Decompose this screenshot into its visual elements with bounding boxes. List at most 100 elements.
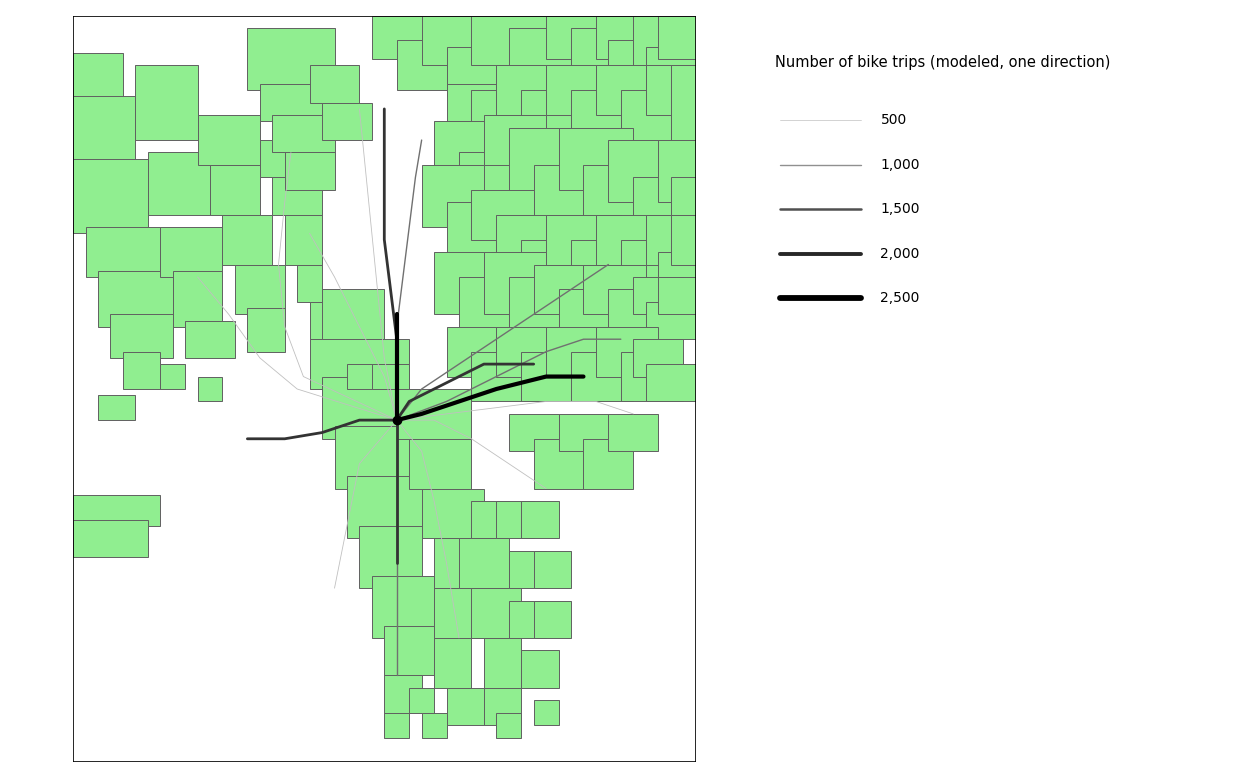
Bar: [372, 364, 410, 389]
Bar: [645, 364, 696, 401]
Bar: [670, 177, 696, 227]
Bar: [534, 165, 621, 227]
Bar: [484, 638, 522, 688]
Bar: [609, 414, 658, 451]
Bar: [596, 327, 658, 377]
Bar: [422, 713, 446, 738]
Bar: [471, 352, 522, 401]
Bar: [160, 227, 223, 277]
Bar: [484, 115, 546, 165]
Bar: [509, 601, 546, 638]
Bar: [471, 501, 509, 538]
Bar: [73, 53, 123, 109]
Text: 2,500: 2,500: [881, 291, 920, 305]
Bar: [571, 28, 645, 90]
Bar: [323, 289, 384, 339]
Bar: [247, 28, 334, 90]
Bar: [534, 551, 571, 588]
Bar: [123, 352, 160, 389]
Bar: [334, 426, 410, 489]
Bar: [509, 277, 571, 339]
Bar: [558, 128, 634, 190]
Bar: [658, 16, 696, 59]
Bar: [446, 47, 509, 96]
Bar: [609, 40, 658, 90]
Bar: [484, 688, 522, 725]
Bar: [658, 140, 696, 202]
Bar: [546, 327, 609, 377]
Bar: [198, 115, 260, 165]
Bar: [609, 140, 683, 202]
Bar: [621, 90, 670, 140]
Bar: [98, 271, 173, 327]
Text: 1,500: 1,500: [881, 202, 920, 216]
Bar: [173, 271, 223, 327]
Bar: [147, 152, 210, 215]
Bar: [346, 476, 422, 538]
Bar: [658, 252, 696, 289]
Bar: [73, 520, 147, 557]
Bar: [323, 103, 372, 140]
Bar: [484, 252, 546, 314]
Bar: [210, 165, 260, 215]
Bar: [310, 339, 410, 389]
Bar: [260, 84, 334, 121]
Bar: [346, 364, 410, 389]
Bar: [435, 121, 496, 171]
Bar: [98, 395, 135, 420]
Bar: [496, 65, 546, 115]
Bar: [621, 240, 683, 289]
Bar: [645, 302, 696, 339]
Bar: [596, 16, 658, 59]
Bar: [634, 277, 683, 314]
Text: 2,000: 2,000: [881, 247, 920, 261]
Bar: [397, 40, 446, 90]
Bar: [658, 277, 696, 314]
Bar: [522, 240, 583, 289]
Bar: [645, 215, 696, 265]
Bar: [323, 377, 410, 439]
Bar: [583, 165, 658, 227]
Bar: [634, 339, 683, 377]
Bar: [534, 601, 571, 638]
Bar: [247, 308, 285, 352]
Bar: [160, 364, 185, 389]
Bar: [496, 501, 534, 538]
Bar: [73, 96, 135, 171]
Bar: [571, 352, 634, 401]
Bar: [435, 538, 484, 588]
Bar: [583, 265, 645, 314]
Bar: [621, 352, 683, 401]
Bar: [310, 65, 359, 103]
Bar: [446, 84, 496, 121]
Bar: [546, 16, 621, 59]
Bar: [446, 327, 496, 377]
Bar: [459, 538, 509, 588]
Bar: [435, 252, 484, 314]
Bar: [359, 526, 422, 588]
Bar: [285, 215, 323, 265]
Bar: [372, 16, 446, 59]
Bar: [185, 321, 234, 358]
Bar: [111, 314, 173, 358]
Bar: [558, 289, 621, 339]
Bar: [384, 675, 422, 713]
Bar: [397, 389, 471, 439]
Bar: [546, 65, 596, 115]
Bar: [272, 115, 334, 152]
Bar: [384, 713, 410, 738]
Bar: [496, 713, 522, 738]
Bar: [422, 16, 496, 65]
Bar: [234, 265, 285, 314]
Bar: [471, 90, 509, 140]
Bar: [459, 277, 509, 339]
Bar: [522, 650, 558, 688]
Text: 1,000: 1,000: [881, 158, 920, 172]
Bar: [73, 495, 160, 526]
Bar: [310, 302, 334, 339]
Bar: [272, 177, 323, 215]
Bar: [223, 215, 272, 265]
Bar: [459, 152, 522, 202]
Bar: [135, 65, 198, 140]
Bar: [670, 215, 696, 265]
